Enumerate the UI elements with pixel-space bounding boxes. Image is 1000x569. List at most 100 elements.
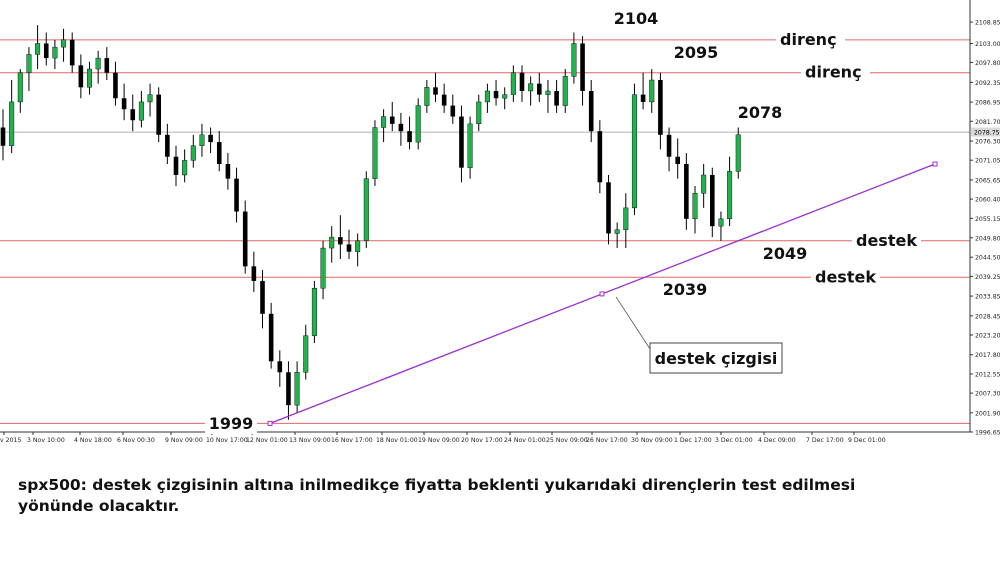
candle — [35, 25, 41, 70]
candle — [311, 280, 317, 344]
y-tick-label: 2071.05 — [975, 158, 1000, 165]
candle-body — [476, 101, 482, 125]
candle — [606, 174, 611, 245]
candle-body — [61, 39, 67, 48]
candle-body — [528, 83, 534, 92]
candle-body — [510, 72, 516, 95]
candle-body — [182, 160, 188, 176]
candle-body — [355, 240, 361, 252]
price-annotation: 1999 — [209, 414, 254, 433]
candle-body — [86, 68, 92, 88]
candle — [588, 80, 594, 143]
candle — [484, 83, 490, 113]
candle — [510, 65, 516, 102]
x-tick-label: 9 Dec 01:00 — [848, 437, 886, 444]
y-tick-label: 2007.30 — [975, 391, 1000, 398]
level-label-bg — [776, 29, 845, 50]
candle-body — [649, 79, 655, 103]
x-tick-label: 4 Dec 09:00 — [758, 437, 796, 444]
candle — [614, 222, 620, 249]
candle — [182, 149, 188, 183]
candle-body — [735, 134, 741, 172]
candle-body — [537, 83, 542, 95]
candle — [165, 123, 170, 165]
candle — [113, 61, 118, 106]
candle-body — [631, 94, 637, 209]
y-tick-label: 2092.35 — [975, 80, 1000, 87]
x-tick-label: 4 Nov 18:00 — [74, 437, 112, 444]
y-tick-label: 2055.15 — [975, 216, 1000, 223]
candle — [156, 87, 161, 143]
candle — [407, 116, 412, 150]
candle-body — [363, 178, 369, 241]
candle-body — [329, 236, 335, 249]
x-tick-label: 9 Nov 09:00 — [165, 437, 203, 444]
candle — [338, 215, 343, 260]
y-tick-label: 2097.80 — [975, 60, 1000, 67]
y-tick-label: 2001.90 — [975, 410, 1000, 417]
candle — [216, 131, 222, 172]
candle — [329, 226, 335, 263]
candle-body — [424, 87, 430, 106]
candle — [727, 156, 733, 227]
candle — [459, 105, 464, 183]
candle — [104, 47, 110, 81]
candle-body — [666, 134, 672, 157]
candle-body — [467, 123, 473, 168]
candle — [684, 153, 689, 230]
candle-body — [156, 94, 161, 135]
candle — [433, 72, 438, 102]
candle-body — [502, 94, 508, 99]
price-annotation: 2095 — [674, 43, 719, 62]
candle — [277, 350, 283, 387]
candle — [320, 240, 326, 300]
candle — [190, 134, 196, 168]
x-tick-label: 25 Nov 09:00 — [546, 437, 588, 444]
candle-body — [571, 43, 577, 77]
candle — [597, 120, 603, 194]
candle-body — [389, 116, 395, 124]
level-label-bg — [811, 267, 880, 288]
trendline-label-box — [649, 342, 783, 374]
candle-body — [216, 142, 222, 165]
candle-body — [320, 247, 326, 289]
candle-body — [294, 372, 300, 406]
y-tick-label: 1996.65 — [975, 430, 1000, 437]
y-tick-label: 2065.65 — [975, 177, 1000, 184]
y-tick-label: 2086.95 — [975, 100, 1000, 107]
level-label-bg — [852, 230, 921, 251]
y-tick-label: 2044.50 — [975, 255, 1000, 262]
candle — [631, 83, 637, 216]
trendline-handle — [267, 420, 273, 426]
candle — [623, 193, 629, 249]
candle — [372, 120, 378, 186]
candle — [355, 233, 361, 267]
candle — [493, 80, 499, 106]
candle — [234, 167, 239, 223]
candle-body — [614, 229, 620, 234]
candle — [502, 87, 508, 110]
candle — [86, 61, 92, 95]
candle — [381, 109, 387, 143]
candle — [9, 80, 15, 154]
candle-body — [78, 65, 84, 88]
y-tick-label: 2039.25 — [975, 274, 1000, 281]
x-tick-label: 3 Dec 01:00 — [715, 437, 753, 444]
candle — [130, 94, 136, 132]
trendline-handle — [932, 161, 938, 167]
candle — [294, 361, 300, 413]
candle-body — [147, 94, 153, 103]
candle — [735, 127, 741, 179]
x-tick-label: 3 Nov 10:00 — [27, 437, 65, 444]
candle — [441, 83, 447, 113]
callout-connector — [615, 296, 653, 353]
x-tick-label: 20 Nov 17:00 — [461, 437, 503, 444]
candle — [78, 54, 84, 99]
candle-body — [165, 134, 170, 157]
candle-body — [675, 156, 680, 165]
candle — [52, 39, 58, 70]
candle-body — [95, 57, 101, 70]
candle — [467, 116, 473, 179]
candle-body — [26, 54, 32, 73]
candle — [147, 83, 153, 117]
